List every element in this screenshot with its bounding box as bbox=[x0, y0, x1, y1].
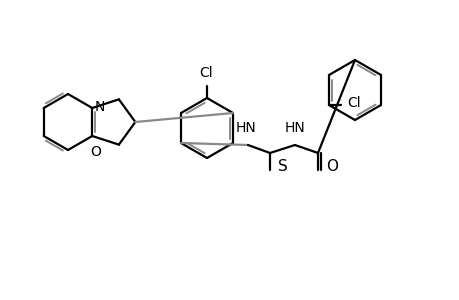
Text: HN: HN bbox=[235, 121, 256, 135]
Text: HN: HN bbox=[284, 121, 305, 135]
Text: N: N bbox=[94, 100, 104, 114]
Text: O: O bbox=[325, 158, 337, 173]
Text: S: S bbox=[277, 158, 287, 173]
Text: Cl: Cl bbox=[199, 66, 213, 80]
Text: O: O bbox=[90, 145, 101, 159]
Text: Cl: Cl bbox=[346, 96, 360, 110]
